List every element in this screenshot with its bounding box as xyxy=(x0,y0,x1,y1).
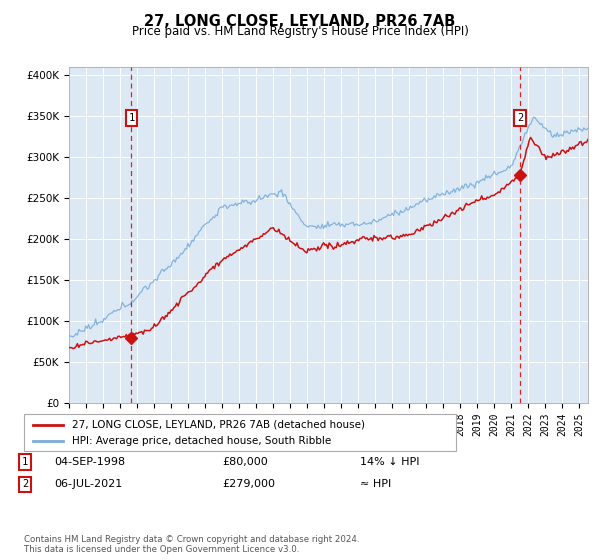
FancyBboxPatch shape xyxy=(24,414,456,451)
Text: 04-SEP-1998: 04-SEP-1998 xyxy=(54,457,125,467)
Text: Price paid vs. HM Land Registry's House Price Index (HPI): Price paid vs. HM Land Registry's House … xyxy=(131,25,469,38)
Text: 2: 2 xyxy=(22,479,28,489)
Text: 1: 1 xyxy=(128,113,134,123)
Text: 14% ↓ HPI: 14% ↓ HPI xyxy=(360,457,419,467)
Text: 2: 2 xyxy=(517,113,523,123)
Text: HPI: Average price, detached house, South Ribble: HPI: Average price, detached house, Sout… xyxy=(71,436,331,446)
Text: Contains HM Land Registry data © Crown copyright and database right 2024.
This d: Contains HM Land Registry data © Crown c… xyxy=(24,535,359,554)
Text: 1: 1 xyxy=(22,457,28,467)
Text: £279,000: £279,000 xyxy=(222,479,275,489)
Text: 27, LONG CLOSE, LEYLAND, PR26 7AB (detached house): 27, LONG CLOSE, LEYLAND, PR26 7AB (detac… xyxy=(71,419,365,430)
Text: ≈ HPI: ≈ HPI xyxy=(360,479,391,489)
Text: 06-JUL-2021: 06-JUL-2021 xyxy=(54,479,122,489)
Text: 27, LONG CLOSE, LEYLAND, PR26 7AB: 27, LONG CLOSE, LEYLAND, PR26 7AB xyxy=(145,14,455,29)
Text: £80,000: £80,000 xyxy=(222,457,268,467)
